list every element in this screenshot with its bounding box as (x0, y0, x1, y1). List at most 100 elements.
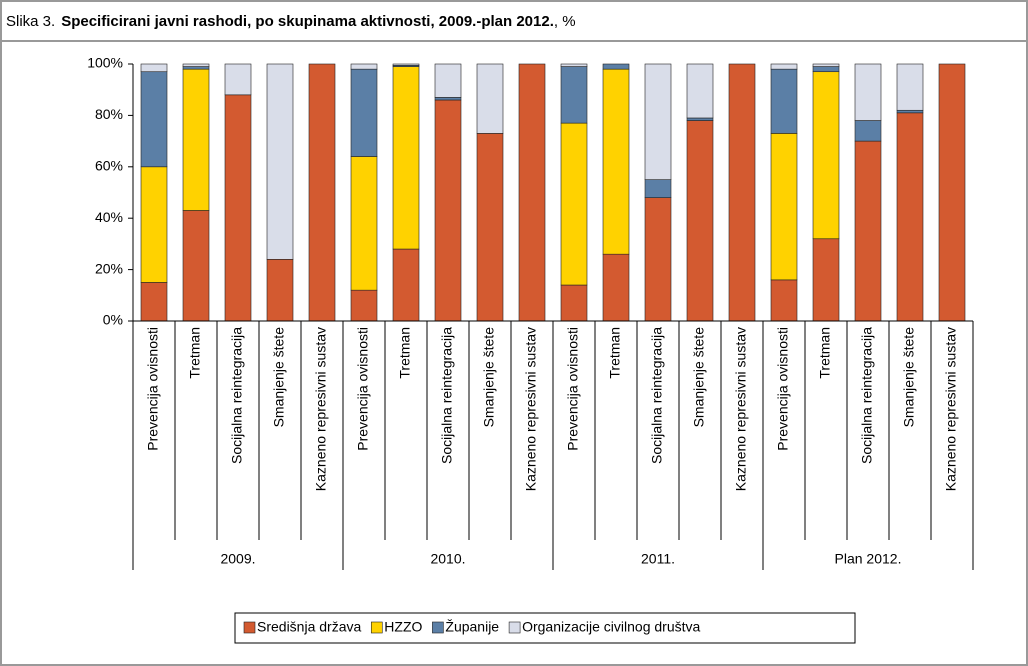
group-label: Plan 2012. (835, 551, 902, 567)
bar-segment (224, 63, 252, 96)
bar-segment (140, 166, 168, 283)
legend-swatch (243, 621, 256, 634)
x-tick-label: Kazneno represivni sustav (733, 327, 749, 491)
bar-segment (140, 282, 168, 322)
bar-segment (350, 68, 378, 157)
x-tick-label: Kazneno represivni sustav (313, 327, 329, 491)
bar-segment (560, 66, 588, 124)
y-tick-label: 40% (95, 209, 123, 225)
bar-segment (392, 248, 420, 322)
y-tick-label: 80% (95, 106, 123, 122)
bar-segment (686, 63, 714, 119)
bar-segment (896, 112, 924, 322)
legend-label: Središnja država (257, 619, 361, 635)
bar-segment (896, 63, 924, 111)
bar-segment (476, 63, 504, 134)
legend-label: Organizacije civilnog društva (522, 619, 700, 635)
bar-segment (602, 63, 630, 70)
legend-swatch (508, 621, 521, 634)
bar-segment (644, 179, 672, 198)
bar-segment (266, 259, 294, 322)
legend-label: HZZO (384, 619, 422, 635)
bar-segment (140, 63, 168, 73)
x-tick-label: Kazneno represivni sustav (943, 327, 959, 491)
x-tick-label: Prevencija ovisnosti (355, 327, 371, 451)
x-tick-label: Socijalna reintegracija (649, 327, 665, 464)
bar-segment (140, 71, 168, 168)
bar-segment (308, 63, 336, 322)
bar-segment (602, 253, 630, 322)
x-tick-label: Socijalna reintegracija (229, 327, 245, 464)
legend-swatch (432, 621, 444, 634)
bar-segment (686, 117, 714, 121)
bar-segment (938, 63, 966, 322)
x-tick-label: Socijalna reintegracija (439, 327, 455, 464)
bar-segment (182, 63, 210, 67)
legend-box (234, 612, 856, 644)
bar-segment (350, 63, 378, 70)
x-tick-label: Socijalna reintegracija (859, 327, 875, 464)
bar-segment (896, 109, 924, 114)
legend-label: Županije (445, 619, 499, 635)
bar-segment (392, 63, 420, 66)
bar-segment (812, 71, 840, 240)
bar-segment (770, 133, 798, 281)
bar-segment (602, 68, 630, 255)
bar-segment (224, 94, 252, 322)
bar-segment (434, 63, 462, 98)
x-tick-label: Tretman (817, 327, 833, 379)
bar-segment (392, 66, 420, 250)
title-suffix: , % (554, 13, 576, 30)
x-tick-label: Smanjenje štete (901, 327, 917, 428)
bar-segment (182, 68, 210, 211)
bar-segment (812, 238, 840, 322)
bar-segment (560, 63, 588, 67)
title: Specificirani javni rashodi, po skupinam… (61, 13, 554, 30)
x-tick-label: Tretman (187, 327, 203, 379)
bar-segment (854, 120, 882, 142)
bar-segment (350, 156, 378, 291)
bar-segment (560, 122, 588, 286)
x-tick-label: Kazneno represivni sustav (523, 327, 539, 491)
chart-title: Slika 3. Specificirani javni rashodi, po … (6, 13, 576, 30)
bar-segment (728, 63, 756, 322)
group-label: 2010. (430, 551, 465, 567)
bar-segment (182, 210, 210, 322)
y-tick-label: 100% (87, 55, 123, 71)
bar-segment (812, 66, 840, 73)
bar-segment (434, 99, 462, 322)
y-tick-label: 0% (103, 312, 123, 328)
bar-segment (770, 63, 798, 70)
bar-segment (350, 289, 378, 322)
x-tick-label: Tretman (397, 327, 413, 379)
bar-segment (476, 133, 504, 322)
y-tick-label: 60% (95, 158, 123, 174)
x-tick-label: Tretman (607, 327, 623, 379)
bar-segment (518, 63, 546, 322)
x-tick-label: Prevencija ovisnosti (565, 327, 581, 451)
bar-segment (434, 97, 462, 101)
bar-segment (770, 68, 798, 134)
y-tick-label: 20% (95, 260, 123, 276)
bar-segment (644, 197, 672, 322)
x-tick-label: Smanjenje štete (481, 327, 497, 428)
bar-segment (812, 63, 840, 67)
bar-segment (266, 63, 294, 260)
bar-segment (854, 140, 882, 322)
bar-segment (644, 63, 672, 180)
bar-segment (770, 279, 798, 322)
x-tick-label: Smanjenje štete (691, 327, 707, 428)
legend: Središnja država HZZO Županije Organizacije… (234, 612, 856, 644)
figure-label: Slika 3. (6, 13, 55, 30)
x-tick-label: Prevencija ovisnosti (145, 327, 161, 451)
bar-segment (560, 284, 588, 322)
bar-segment (854, 63, 882, 121)
bar-segment (182, 66, 210, 70)
bar-segment (686, 120, 714, 322)
x-tick-label: Prevencija ovisnosti (775, 327, 791, 451)
x-tick-label: Smanjenje štete (271, 327, 287, 428)
legend-swatch (370, 621, 383, 634)
group-label: 2009. (220, 551, 255, 567)
